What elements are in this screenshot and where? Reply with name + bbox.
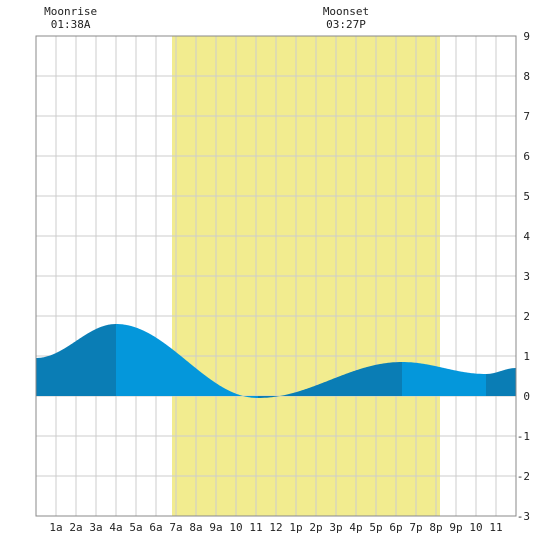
y-tick-label: 1 <box>523 350 530 363</box>
x-tick-label: 7a <box>169 521 182 534</box>
tide-area-segment <box>258 362 402 398</box>
y-tick-label: -1 <box>517 430 530 443</box>
x-tick-label: 3a <box>89 521 102 534</box>
x-tick-label: 5a <box>129 521 142 534</box>
y-tick-label: 0 <box>523 390 530 403</box>
y-tick-label: 3 <box>523 270 530 283</box>
moonset-label: Moonset <box>323 5 369 18</box>
x-tick-label: 10 <box>469 521 482 534</box>
x-tick-label: 4p <box>349 521 362 534</box>
moonrise-label: Moonrise <box>44 5 97 18</box>
x-tick-label: 12 <box>269 521 282 534</box>
x-tick-label: 5p <box>369 521 382 534</box>
plot-frame <box>35 35 517 517</box>
tide-area-segment <box>116 324 258 398</box>
y-tick-label: 6 <box>523 150 530 163</box>
x-tick-label: 6a <box>149 521 162 534</box>
x-tick-label: 11 <box>249 521 262 534</box>
y-tick-label: 9 <box>523 30 530 43</box>
tide-area-segment <box>402 362 486 396</box>
x-tick-label: 10 <box>229 521 242 534</box>
x-tick-label: 8p <box>429 521 442 534</box>
x-tick-label: 3p <box>329 521 342 534</box>
y-tick-label: 7 <box>523 110 530 123</box>
moonrise-time: 01:38A <box>51 18 91 31</box>
x-tick-label: 9a <box>209 521 222 534</box>
tide-area-segment <box>36 324 116 396</box>
y-tick-label: 4 <box>523 230 530 243</box>
y-tick-label: 2 <box>523 310 530 323</box>
x-tick-label: 2a <box>69 521 82 534</box>
y-tick-label: -2 <box>517 470 530 483</box>
y-tick-label: 8 <box>523 70 530 83</box>
moonset-time: 03:27P <box>326 18 366 31</box>
tide-area-segment <box>486 368 516 396</box>
x-tick-label: 6p <box>389 521 402 534</box>
y-tick-label: -3 <box>517 510 530 523</box>
x-tick-label: 4a <box>109 521 122 534</box>
x-tick-label: 1p <box>289 521 302 534</box>
x-tick-label: 1a <box>49 521 62 534</box>
x-tick-label: 8a <box>189 521 202 534</box>
x-tick-label: 2p <box>309 521 322 534</box>
x-tick-label: 7p <box>409 521 422 534</box>
x-tick-label: 9p <box>449 521 462 534</box>
y-tick-label: 5 <box>523 190 530 203</box>
x-tick-label: 11 <box>489 521 502 534</box>
